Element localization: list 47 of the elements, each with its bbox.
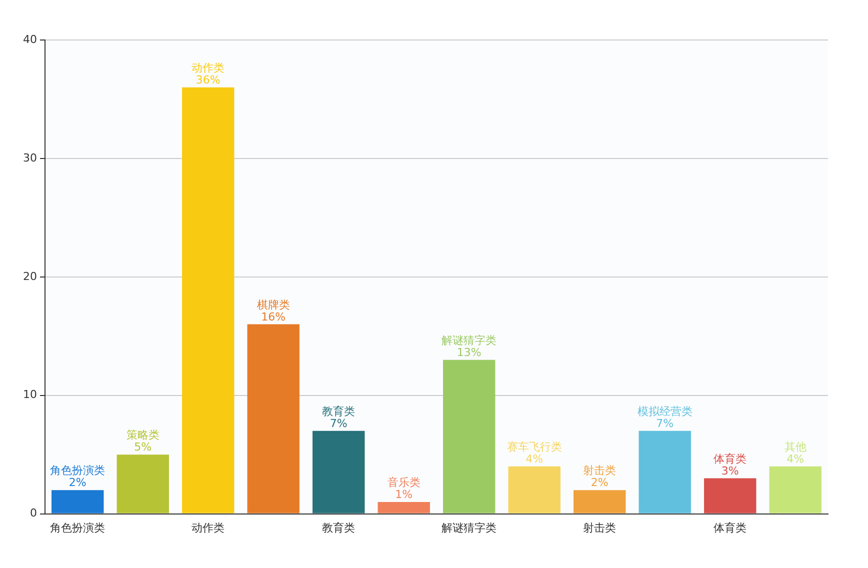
category-label: 教育类: [322, 404, 356, 418]
category-label: 角色扮演类: [50, 464, 106, 478]
data-label: 2%: [590, 476, 608, 490]
bar: [312, 430, 365, 514]
data-label: 7%: [656, 416, 674, 430]
bar: [443, 360, 496, 514]
bar: [704, 478, 756, 514]
data-label: 2%: [68, 476, 86, 490]
data-label: 13%: [456, 346, 482, 359]
y-tick-label: 30: [22, 151, 37, 164]
x-tick-label: 赛车飞行类: [506, 440, 562, 454]
bar: [247, 324, 300, 514]
data-label: 5%: [134, 440, 152, 454]
data-label: 3%: [721, 464, 739, 478]
data-label: 4%: [526, 452, 544, 466]
x-tick-label: 音乐类: [387, 476, 420, 489]
x-tick-label: 模拟经营类: [637, 404, 692, 418]
data-label: 36%: [196, 73, 220, 86]
category-label: 体育类: [714, 452, 747, 466]
y-tick-label: 0: [30, 506, 37, 520]
x-tick-label: 动作类: [192, 521, 225, 534]
data-label: 7%: [330, 416, 348, 430]
y-tick-label: 20: [22, 270, 37, 283]
bar: [52, 490, 104, 514]
bar: [182, 87, 234, 514]
x-tick-label: 体育类: [714, 521, 747, 534]
category-label: 解谜猜字类: [442, 334, 497, 347]
x-tick-label: 教育类: [322, 521, 356, 534]
bar: [638, 430, 691, 514]
x-tick-label: 棋牌类: [256, 298, 290, 312]
bar: [508, 466, 560, 514]
bar: [378, 502, 430, 514]
category-label: 射击类: [583, 464, 616, 478]
x-tick-label: 解谜猜字类: [442, 521, 497, 534]
data-label: 4%: [786, 452, 804, 466]
bar: [116, 454, 169, 514]
data-label: 1%: [395, 488, 413, 501]
bar: [574, 490, 626, 514]
x-tick-label: 策略类: [126, 428, 160, 442]
x-tick-label: 其他: [784, 440, 806, 454]
x-tick-label: 角色扮演类: [50, 521, 106, 534]
y-tick-label: 10: [22, 388, 37, 402]
x-tick-label: 射击类: [583, 521, 616, 534]
y-tick-label: 40: [22, 32, 37, 46]
bar: [769, 466, 822, 514]
data-label: 16%: [261, 310, 286, 324]
category-label: 动作类: [192, 61, 225, 74]
